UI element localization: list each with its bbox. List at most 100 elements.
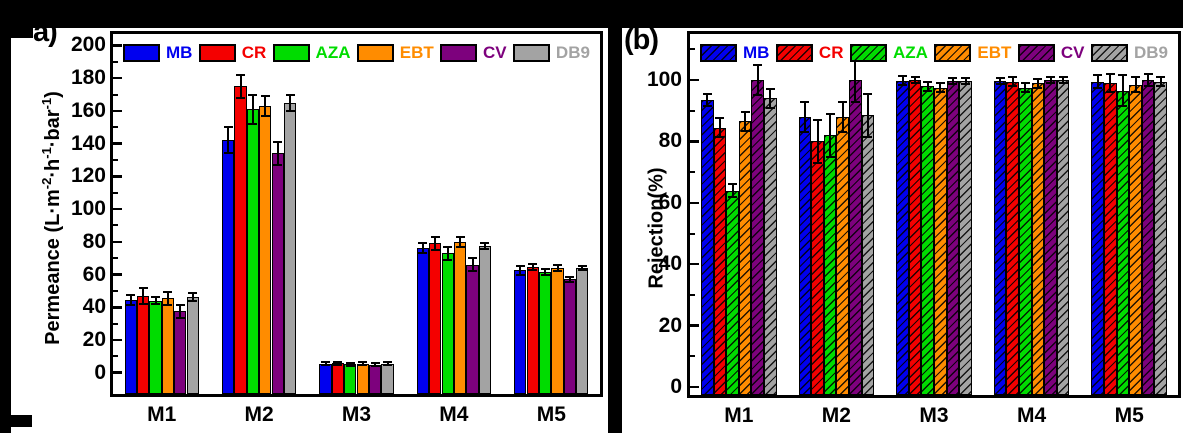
legend-item-ebt: EBT — [356, 43, 434, 63]
error-bar-cap — [1046, 75, 1055, 78]
error-bar-cap — [813, 161, 822, 164]
error-bar — [434, 236, 437, 250]
error-bar-cap — [850, 100, 860, 103]
bar-cv-m2 — [849, 80, 862, 395]
error-bar-cap — [528, 269, 538, 272]
bar-cv-m3 — [368, 364, 382, 394]
bar-ebt-m4 — [1031, 83, 1045, 395]
error-bar — [769, 89, 772, 108]
error-bar-cap — [1020, 91, 1030, 94]
error-bar — [519, 266, 522, 275]
bar-cv-m4 — [1044, 80, 1057, 395]
bar-cr-m4 — [429, 243, 442, 394]
error-bar — [289, 94, 292, 111]
error-bar-cap — [1008, 85, 1018, 88]
bar-mb-m1 — [701, 99, 714, 395]
bar-aza-m3 — [921, 86, 934, 395]
legend-swatch-ebt — [356, 44, 394, 62]
error-bar — [1109, 73, 1112, 93]
bar-db9-m3 — [381, 363, 394, 394]
bar-mb-m5 — [1091, 81, 1104, 395]
panel-b-label: (b) — [624, 24, 659, 56]
error-bar-cap — [1008, 75, 1018, 78]
y-major-tick — [113, 76, 122, 80]
bar-cr-m5 — [1104, 83, 1117, 395]
error-bar-cap — [898, 75, 907, 78]
error-bar — [816, 119, 819, 163]
y-minor-tick — [113, 191, 118, 194]
legend-label-cv: CV — [483, 43, 507, 62]
error-bar-cap — [443, 245, 453, 248]
legend-swatch-cv — [440, 44, 478, 62]
y-axis-title-a: Permeance (L·m-2·h-1·bar-1) — [39, 91, 64, 345]
bar-cv-m1 — [751, 80, 764, 395]
legend-swatch-mb — [700, 44, 737, 62]
error-bar-cap — [540, 267, 550, 270]
error-bar — [951, 77, 954, 84]
y-minor-tick — [113, 224, 118, 227]
bar-ebt-m2 — [836, 116, 849, 395]
y-major-tick — [113, 306, 122, 309]
error-bar — [459, 236, 462, 247]
legend-swatch-aza — [272, 44, 310, 62]
error-bar-cap — [765, 106, 775, 109]
bar-aza-m3 — [344, 364, 357, 394]
error-bar-cap — [923, 80, 933, 83]
error-bar-cap — [480, 241, 490, 244]
x-tick-label-m2: M2 — [821, 404, 851, 427]
legend-label-aza: AZA — [315, 43, 351, 62]
error-bar-cap — [838, 131, 848, 134]
error-bar — [264, 96, 267, 116]
error-bar-cap — [728, 195, 737, 198]
error-bar — [1036, 78, 1039, 88]
y-minor-tick — [113, 159, 118, 161]
error-bar-cap — [455, 245, 465, 248]
error-bar-cap — [468, 257, 477, 260]
error-bar-cap — [138, 303, 148, 305]
y-major-tick — [113, 207, 122, 211]
x-tick-label-m3: M3 — [919, 404, 949, 427]
error-bar-cap — [898, 84, 907, 87]
legend-swatch-ebt — [934, 44, 972, 62]
bar-aza-m1 — [149, 300, 162, 394]
y-minor-tick — [113, 289, 118, 292]
error-bar-cap — [553, 270, 562, 273]
y-tick-label: 100 — [70, 197, 106, 221]
error-bar-cap — [540, 274, 550, 277]
y-major-tick — [113, 338, 122, 342]
error-bar — [1159, 76, 1162, 87]
bar-db9-m4 — [1056, 80, 1070, 395]
error-bar-cap — [728, 183, 737, 186]
error-bar-cap — [825, 112, 835, 115]
y-tick-label: 140 — [70, 131, 106, 155]
error-bar-cap — [163, 290, 173, 293]
error-bar-cap — [923, 89, 933, 92]
legend-label-mb: MB — [743, 43, 770, 62]
bar-cv-m5 — [1141, 80, 1155, 395]
bar-aza-m2 — [823, 135, 837, 395]
bar-db9-m5 — [1154, 81, 1167, 395]
x-tick-label-m1: M1 — [724, 404, 754, 427]
legend-item-db9: DB9 — [512, 43, 590, 63]
error-bar-cap — [715, 135, 725, 138]
y-major-tick — [113, 371, 122, 374]
error-bar-cap — [285, 109, 295, 112]
error-bar — [361, 361, 364, 366]
bar-ebt-m2 — [259, 106, 272, 394]
error-bar — [841, 101, 844, 133]
bar-aza-m1 — [726, 190, 739, 395]
error-bar-cap — [702, 92, 712, 95]
error-bar — [756, 64, 759, 96]
error-bar-cap — [948, 82, 958, 85]
error-bar-cap — [383, 364, 392, 367]
error-bar — [914, 76, 917, 84]
error-bar-cap — [565, 280, 575, 283]
y-minor-tick — [690, 293, 695, 296]
error-bar-cap — [163, 303, 173, 306]
error-bar — [803, 101, 806, 133]
error-bar — [901, 76, 904, 86]
error-bar-cap — [1131, 91, 1140, 94]
bar-cv-m5 — [563, 279, 577, 394]
error-bar-cap — [370, 365, 380, 368]
error-bar — [544, 268, 547, 276]
